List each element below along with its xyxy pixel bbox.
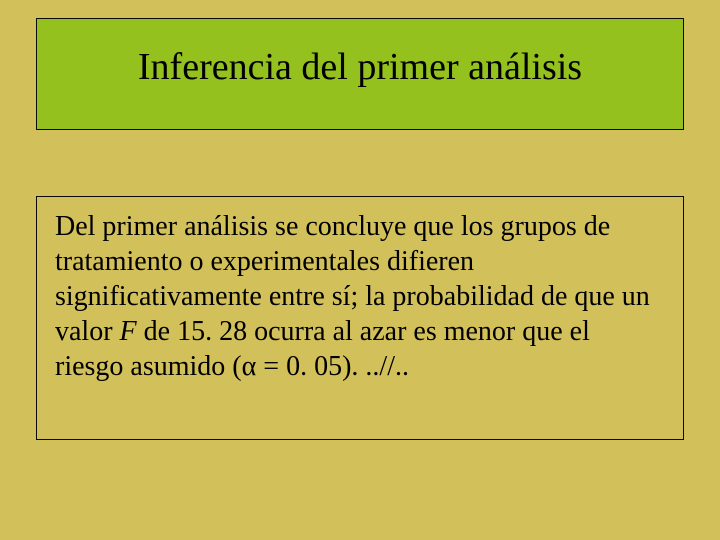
body-text: Del primer análisis se concluye que los … [55, 209, 655, 384]
body-box: Del primer análisis se concluye que los … [36, 196, 684, 440]
slide-title: Inferencia del primer análisis [97, 45, 623, 89]
slide: Inferencia del primer análisis Del prime… [0, 0, 720, 540]
body-italic: F [120, 316, 137, 347]
title-box: Inferencia del primer análisis [36, 18, 684, 130]
